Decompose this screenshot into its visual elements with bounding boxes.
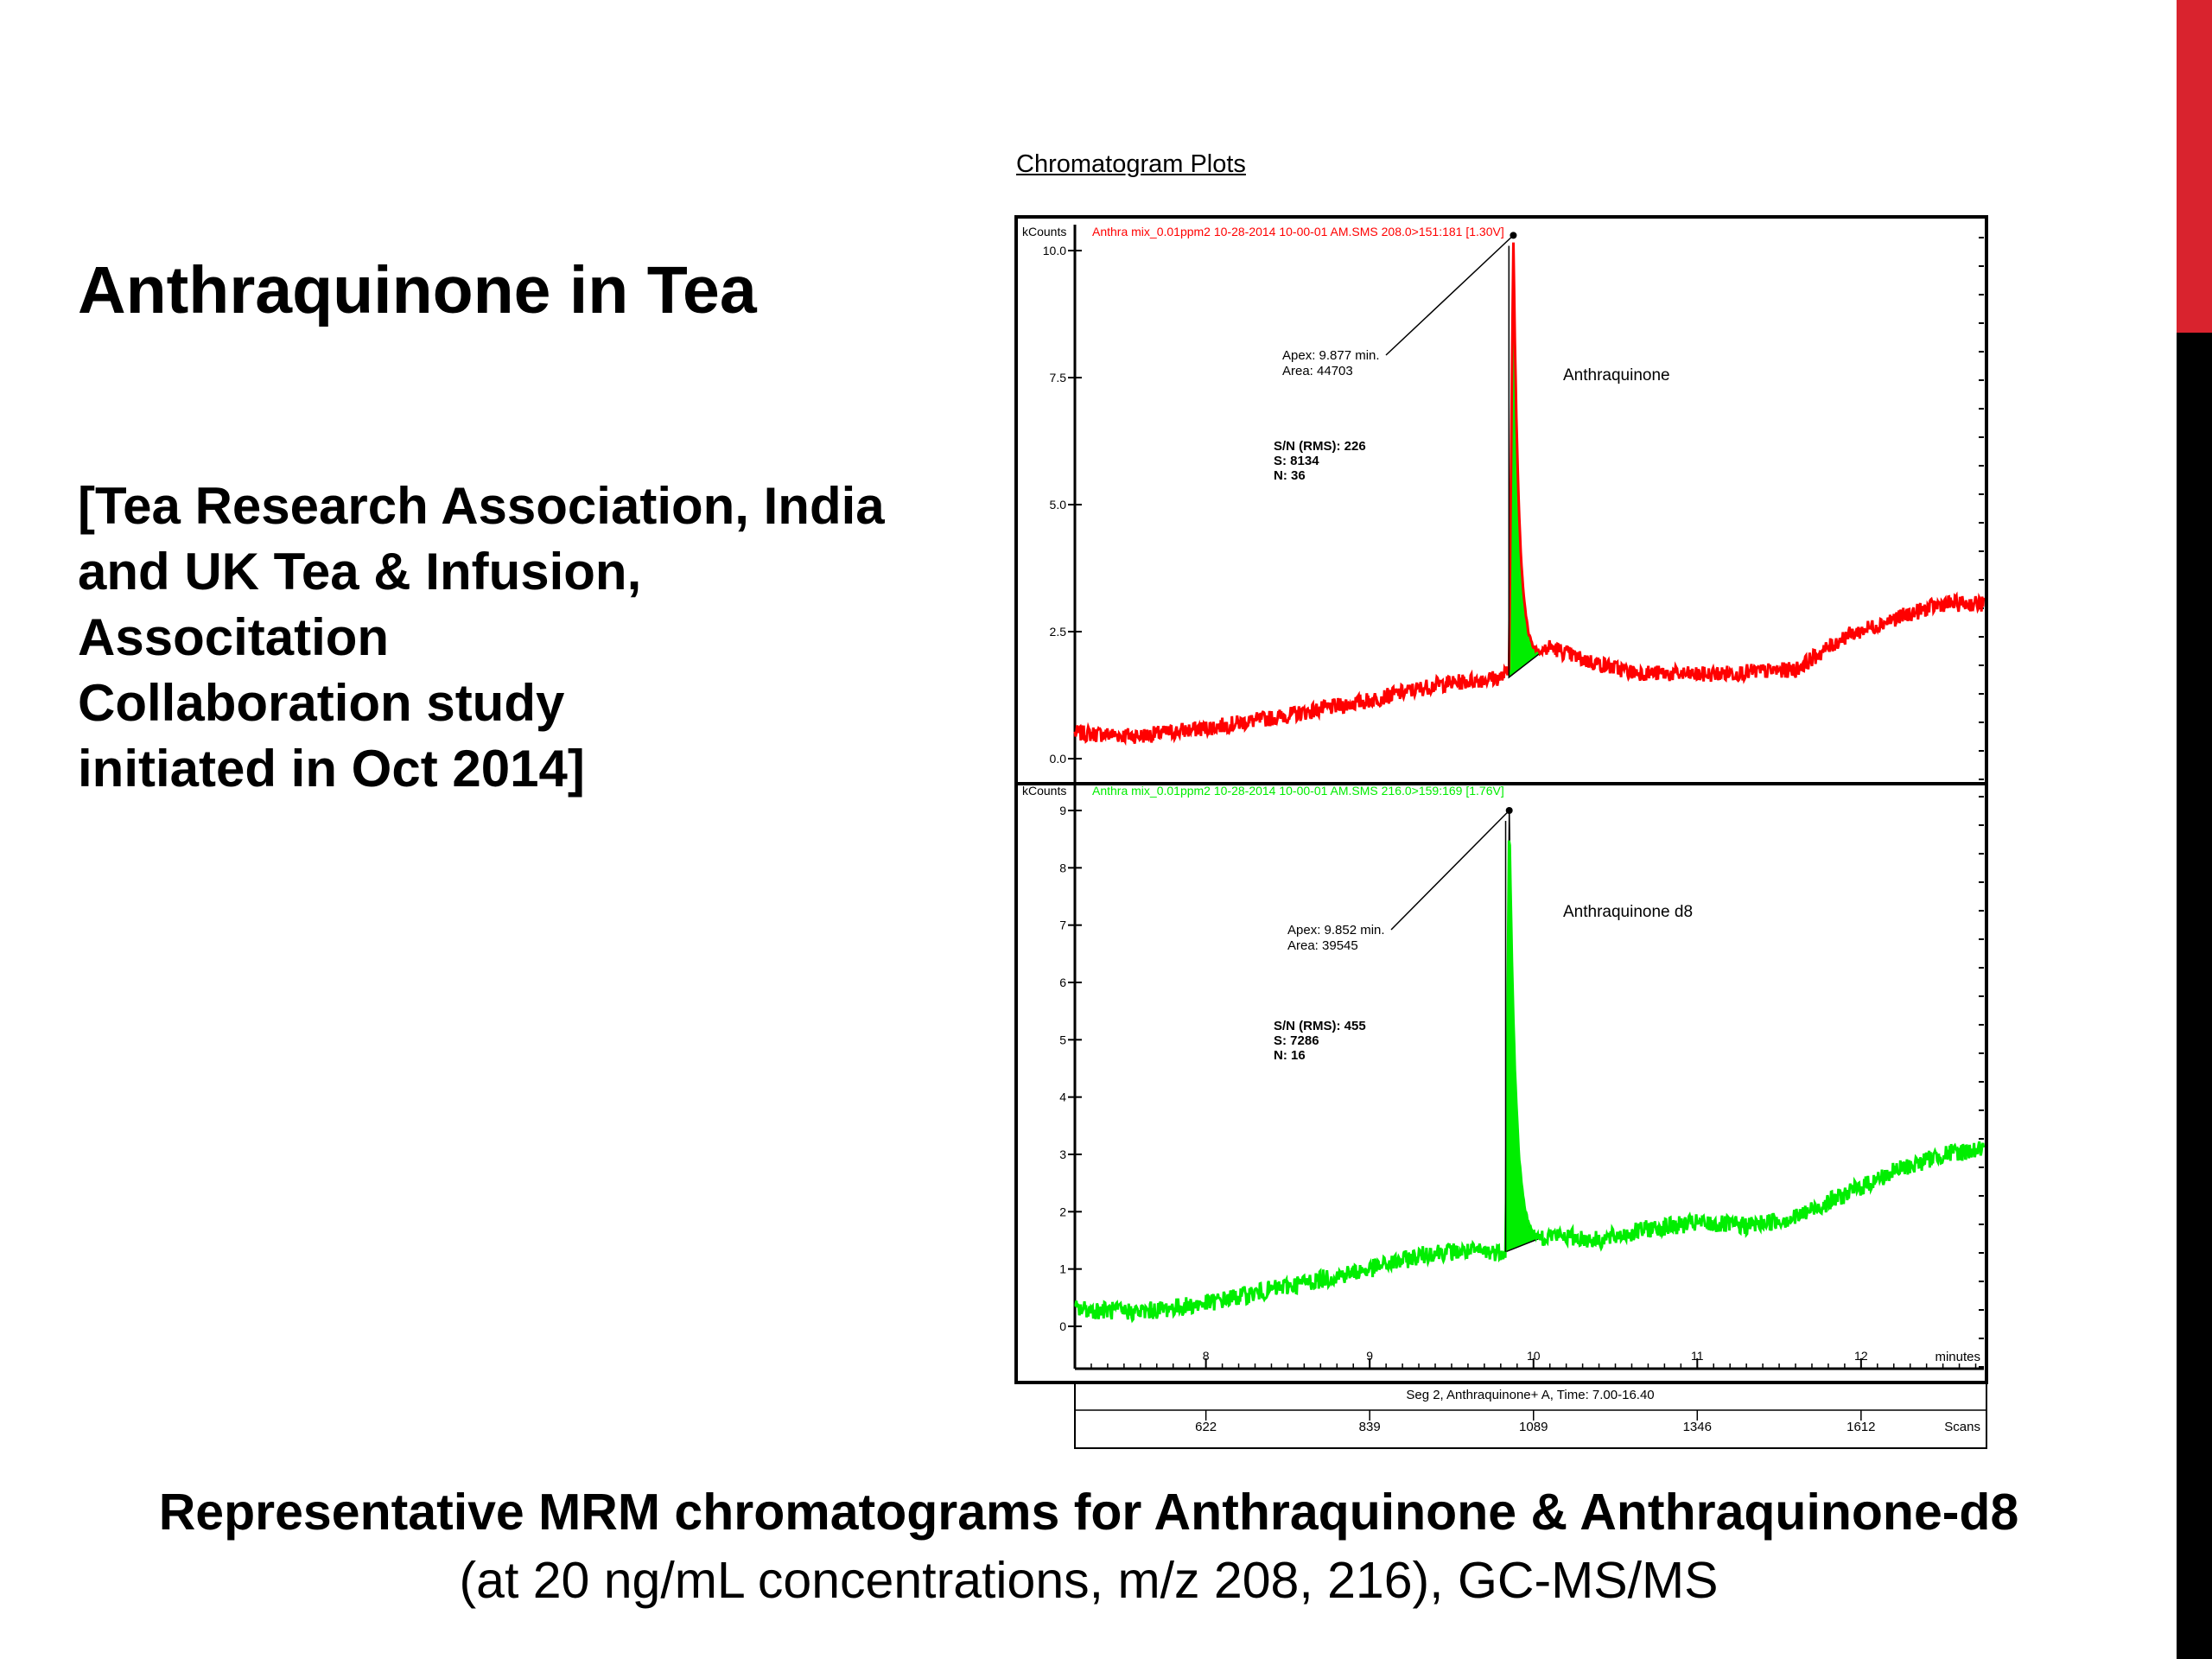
y-tick-label: 4 [1059, 1090, 1066, 1104]
compound-label: Anthraquinone d8 [1563, 903, 1693, 921]
y-tick-label: 1 [1059, 1262, 1066, 1276]
y-tick-label: 8 [1059, 861, 1066, 874]
apex-leader-line [1385, 234, 1514, 356]
x-tick-label: 11 [1691, 1349, 1704, 1363]
y-tick-label: 2 [1059, 1205, 1066, 1218]
apex-leader-line [1390, 810, 1510, 931]
y-tick-label: 5 [1059, 1033, 1066, 1046]
scan-tick-label: 839 [1359, 1420, 1381, 1434]
chart-frame [1014, 215, 1988, 1384]
scan-axis-label: Seg 2, Anthraquinone+ A, Time: 7.00-16.4… [1406, 1388, 1654, 1402]
noise-annotation: N: 36 [1274, 468, 1306, 483]
y-axis-label: kCounts [1022, 784, 1066, 798]
scan-unit-label: Scans [1944, 1420, 1980, 1434]
x-tick-label: 8 [1203, 1349, 1210, 1363]
x-unit-label: minutes [1935, 1350, 1980, 1364]
y-tick-label: 0.0 [1050, 752, 1067, 766]
signal-noise-annotation: S/N (RMS): 226 [1274, 439, 1366, 454]
y-tick-label: 7 [1059, 918, 1066, 932]
y-tick-label: 6 [1059, 976, 1066, 989]
scan-axis-box [1074, 1382, 1987, 1449]
subtitle-line: initiated in Oct 2014] [78, 740, 585, 798]
apex-annotation: Apex: 9.852 min. [1287, 923, 1385, 938]
y-tick-label: 0 [1059, 1319, 1066, 1333]
signal-noise-annotation: S/N (RMS): 455 [1274, 1019, 1366, 1033]
y-tick-label: 10.0 [1043, 244, 1066, 257]
figure-caption-bold: Representative MRM chromatograms for Ant… [158, 1484, 2019, 1541]
signal-annotation: S: 7286 [1274, 1033, 1319, 1048]
trace-header: Anthra mix_0.01ppm2 10-28-2014 10-00-01 … [1092, 225, 1504, 238]
slide-subtitle: [Tea Research Association, India and UK … [78, 474, 885, 802]
scan-tick-label: 1089 [1519, 1420, 1548, 1434]
scan-tick-label: 1346 [1683, 1420, 1712, 1434]
y-tick-label: 5.0 [1050, 498, 1067, 512]
edge-accent-black [2177, 333, 2212, 1659]
subtitle-line: Collaboration study [78, 674, 565, 732]
edge-accent-red [2177, 0, 2212, 333]
figure-caption: (at 20 ng/mL concentrations, m/z 208, 21… [459, 1552, 1719, 1609]
y-tick-label: 3 [1059, 1147, 1066, 1161]
y-tick-label: 2.5 [1050, 625, 1067, 639]
chromatogram-trace [1074, 840, 1986, 1324]
apex-annotation: Apex: 9.877 min. [1282, 348, 1380, 363]
scan-tick-label: 1612 [1847, 1420, 1875, 1434]
scan-tick-label: 622 [1195, 1420, 1217, 1434]
noise-annotation: N: 16 [1274, 1048, 1306, 1063]
area-annotation: Area: 39545 [1287, 938, 1358, 953]
subtitle-line: [Tea Research Association, India [78, 477, 885, 535]
x-tick-label: 10 [1527, 1349, 1541, 1363]
compound-label: Anthraquinone [1563, 366, 1670, 385]
y-axis-label: kCounts [1022, 225, 1066, 238]
chromatogram-trace [1073, 242, 1986, 747]
signal-annotation: S: 8134 [1274, 454, 1319, 468]
x-tick-label: 9 [1366, 1349, 1373, 1363]
subtitle-line: Associtation [78, 608, 390, 666]
x-tick-label: 12 [1854, 1349, 1868, 1363]
slide-title: Anthraquinone in Tea [78, 253, 757, 327]
chart-heading: Chromatogram Plots [1016, 150, 1246, 178]
subtitle-line: and UK Tea & Infusion, [78, 543, 642, 601]
y-tick-label: 7.5 [1050, 371, 1067, 385]
trace-header: Anthra mix_0.01ppm2 10-28-2014 10-00-01 … [1092, 784, 1504, 798]
y-tick-label: 9 [1059, 804, 1066, 817]
area-annotation: Area: 44703 [1282, 364, 1353, 378]
